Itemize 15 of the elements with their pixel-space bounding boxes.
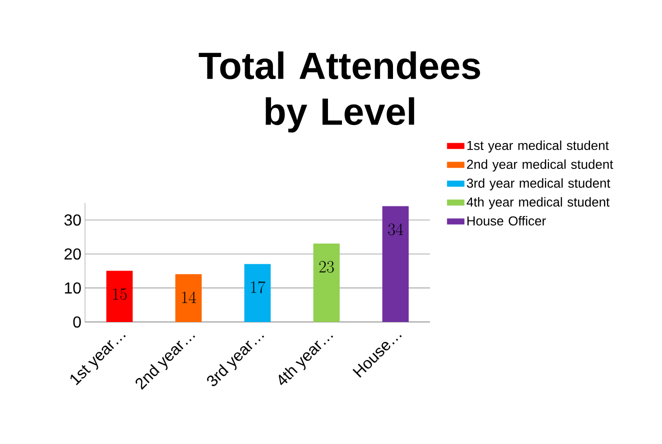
y-tick-label: 0 — [73, 316, 81, 328]
legend-label: 3rd year medical student — [466, 178, 610, 190]
data-label: 17 — [251, 281, 266, 294]
legend-label: House Officer — [467, 216, 546, 226]
y-tick-label: 20 — [64, 248, 81, 260]
data-label: 14 — [182, 291, 196, 304]
y-tick-label: 30 — [64, 214, 81, 226]
chart-title: Total Attendees by Level — [198, 51, 480, 133]
data-label: 23 — [319, 261, 334, 273]
y-tick-label: 10 — [64, 282, 81, 294]
data-label: 15 — [113, 288, 127, 300]
legend-label: 4th year medical student — [466, 197, 610, 210]
legend-label: 1st year medical student — [467, 140, 609, 153]
legend-label: 2nd year medical student — [467, 159, 614, 172]
data-label: 34 — [388, 223, 404, 236]
